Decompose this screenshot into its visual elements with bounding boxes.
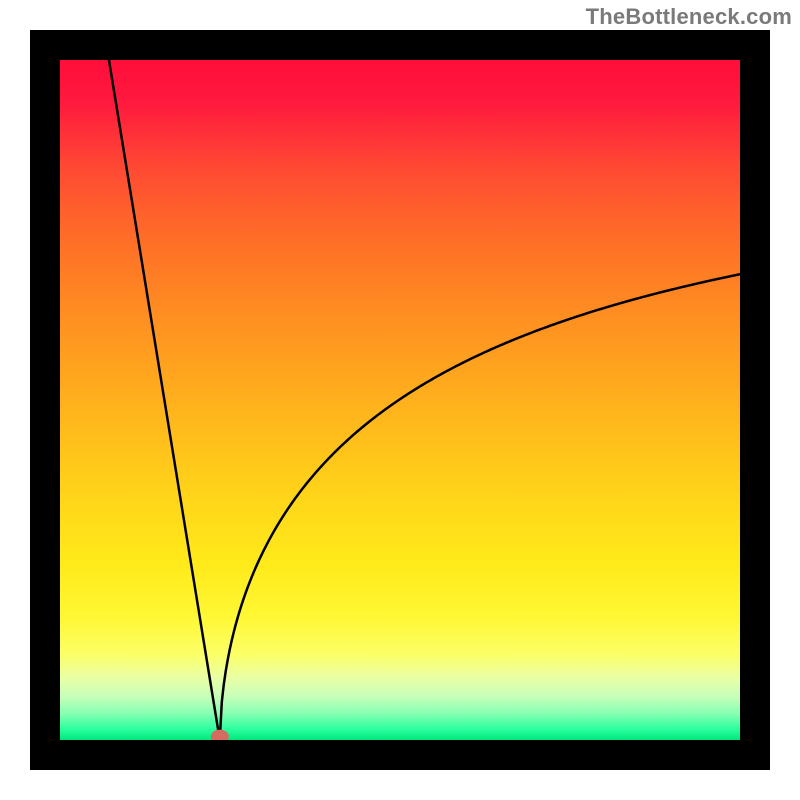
bottleneck-curve-chart <box>0 0 800 800</box>
watermark-text: TheBottleneck.com <box>586 4 792 30</box>
chart-container: TheBottleneck.com <box>0 0 800 800</box>
